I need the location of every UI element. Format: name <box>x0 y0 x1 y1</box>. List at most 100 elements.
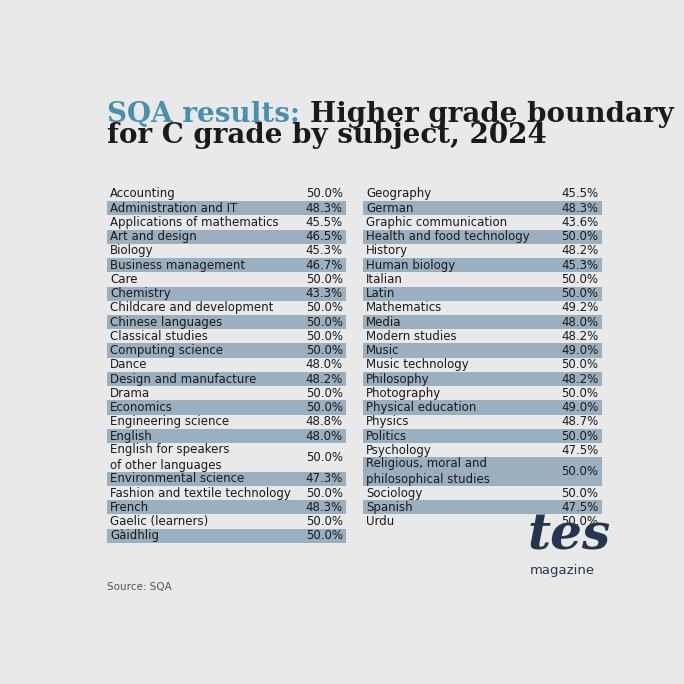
Text: 48.2%: 48.2% <box>562 373 598 386</box>
Text: Mathematics: Mathematics <box>366 302 443 315</box>
Text: 48.2%: 48.2% <box>562 244 598 257</box>
Text: Source: SQA: Source: SQA <box>107 582 172 592</box>
Bar <box>107 529 346 543</box>
Text: 45.3%: 45.3% <box>306 244 343 257</box>
Text: 49.0%: 49.0% <box>562 401 598 414</box>
Text: 46.7%: 46.7% <box>306 259 343 272</box>
Text: Chinese languages: Chinese languages <box>110 315 222 328</box>
Bar <box>363 287 602 301</box>
Text: Childcare and development: Childcare and development <box>110 302 274 315</box>
Text: Modern studies: Modern studies <box>366 330 457 343</box>
Bar <box>107 230 346 244</box>
Bar <box>363 315 602 329</box>
Text: Care: Care <box>110 273 137 286</box>
Text: 50.0%: 50.0% <box>306 273 343 286</box>
Text: magazine: magazine <box>529 564 594 577</box>
Text: Biology: Biology <box>110 244 154 257</box>
Text: Latin: Latin <box>366 287 395 300</box>
Text: 50.0%: 50.0% <box>562 287 598 300</box>
Text: 48.0%: 48.0% <box>562 315 598 328</box>
Text: 46.5%: 46.5% <box>306 230 343 243</box>
Text: for C grade by subject, 2024: for C grade by subject, 2024 <box>107 122 547 149</box>
Text: Applications of mathematics: Applications of mathematics <box>110 216 279 229</box>
Text: Computing science: Computing science <box>110 344 223 357</box>
Text: French: French <box>110 501 149 514</box>
Text: tes: tes <box>527 511 610 560</box>
Text: 50.0%: 50.0% <box>562 430 598 443</box>
Text: 50.0%: 50.0% <box>306 315 343 328</box>
Bar <box>107 472 346 486</box>
Text: 47.5%: 47.5% <box>562 501 598 514</box>
Bar <box>107 287 346 301</box>
Text: 50.0%: 50.0% <box>306 529 343 542</box>
Text: 45.5%: 45.5% <box>306 216 343 229</box>
Text: Geography: Geography <box>366 187 432 200</box>
Text: Music technology: Music technology <box>366 358 469 371</box>
Text: 50.0%: 50.0% <box>562 387 598 400</box>
Bar <box>363 343 602 358</box>
Text: 50.0%: 50.0% <box>306 486 343 499</box>
Text: Higher grade boundary: Higher grade boundary <box>310 101 674 127</box>
Text: English for speakers
of other languages: English for speakers of other languages <box>110 443 230 472</box>
Text: 50.0%: 50.0% <box>562 230 598 243</box>
Text: Art and design: Art and design <box>110 230 197 243</box>
Text: Engineering science: Engineering science <box>110 415 229 428</box>
Text: Sociology: Sociology <box>366 486 423 499</box>
Text: Italian: Italian <box>366 273 403 286</box>
Text: Fashion and textile technology: Fashion and textile technology <box>110 486 291 499</box>
Text: Drama: Drama <box>110 387 150 400</box>
Text: Business management: Business management <box>110 259 246 272</box>
Text: Human biology: Human biology <box>366 259 456 272</box>
Text: Music: Music <box>366 344 399 357</box>
Text: Economics: Economics <box>110 401 173 414</box>
Bar <box>363 458 602 486</box>
Text: Media: Media <box>366 315 402 328</box>
Text: 45.5%: 45.5% <box>562 187 598 200</box>
Text: 48.3%: 48.3% <box>562 202 598 215</box>
Text: 50.0%: 50.0% <box>306 387 343 400</box>
Text: Graphic communication: Graphic communication <box>366 216 507 229</box>
Text: Photography: Photography <box>366 387 441 400</box>
Text: Physics: Physics <box>366 415 410 428</box>
Text: 48.0%: 48.0% <box>306 430 343 443</box>
Text: 50.0%: 50.0% <box>306 515 343 528</box>
Text: German: German <box>366 202 413 215</box>
Bar <box>107 343 346 358</box>
Text: Psychology: Psychology <box>366 444 432 457</box>
Bar <box>107 400 346 415</box>
Text: History: History <box>366 244 408 257</box>
Bar <box>363 500 602 514</box>
Text: 47.5%: 47.5% <box>562 444 598 457</box>
Text: English: English <box>110 430 153 443</box>
Text: 50.0%: 50.0% <box>306 344 343 357</box>
Text: Design and manufacture: Design and manufacture <box>110 373 256 386</box>
Text: 48.2%: 48.2% <box>562 330 598 343</box>
Bar <box>107 258 346 272</box>
Text: Religious, moral and
philosophical studies: Religious, moral and philosophical studi… <box>366 457 490 486</box>
Text: 49.0%: 49.0% <box>562 344 598 357</box>
Bar <box>107 201 346 215</box>
Text: 43.3%: 43.3% <box>306 287 343 300</box>
Text: 45.3%: 45.3% <box>562 259 598 272</box>
Text: 47.3%: 47.3% <box>306 473 343 486</box>
Bar <box>363 201 602 215</box>
Bar <box>107 315 346 329</box>
Text: Environmental science: Environmental science <box>110 473 245 486</box>
Bar <box>107 372 346 386</box>
Text: 50.0%: 50.0% <box>306 451 343 464</box>
Text: 50.0%: 50.0% <box>306 302 343 315</box>
Text: 50.0%: 50.0% <box>562 358 598 371</box>
Text: 50.0%: 50.0% <box>306 401 343 414</box>
Text: 50.0%: 50.0% <box>562 515 598 528</box>
Text: Gaelic (learners): Gaelic (learners) <box>110 515 209 528</box>
Text: 50.0%: 50.0% <box>562 465 598 478</box>
Bar <box>363 429 602 443</box>
Bar <box>363 372 602 386</box>
Text: SQA results:: SQA results: <box>107 101 310 127</box>
Text: 48.8%: 48.8% <box>306 415 343 428</box>
Text: Urdu: Urdu <box>366 515 394 528</box>
Text: Chemistry: Chemistry <box>110 287 171 300</box>
Text: 48.7%: 48.7% <box>562 415 598 428</box>
Text: 48.3%: 48.3% <box>306 501 343 514</box>
Bar <box>363 400 602 415</box>
